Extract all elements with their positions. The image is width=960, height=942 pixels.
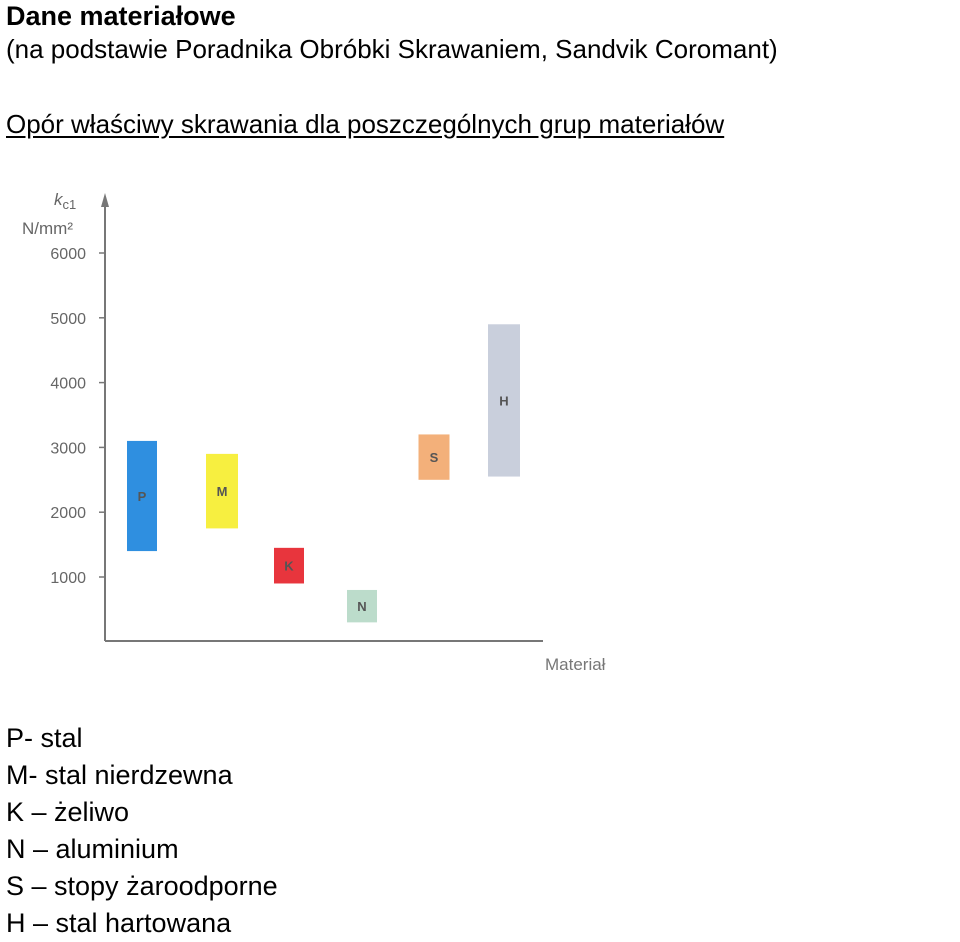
y-axis-label: kc1 (54, 190, 76, 212)
range-bar-label: M (217, 484, 228, 499)
y-axis-arrow (101, 193, 109, 207)
range-bar-h (488, 324, 520, 477)
y-tick-label: 2000 (50, 505, 86, 522)
range-bar-label: K (284, 559, 294, 574)
range-bar-s (418, 434, 450, 480)
range-bar-label: S (430, 450, 439, 465)
legend-item-s: S – stopy żaroodporne (6, 871, 278, 901)
y-tick-label: 5000 (50, 311, 86, 328)
section-heading: Opór właściwy skrawania dla poszczególny… (6, 109, 725, 139)
range-bar-k (274, 547, 304, 584)
range-bar-m (206, 453, 238, 529)
y-tick-label: 1000 (50, 570, 86, 587)
page-title: Dane materiałowe (6, 1, 236, 31)
legend-item-n: N – aluminium (6, 834, 179, 864)
y-tick-label: 6000 (50, 246, 86, 263)
range-bar-n (347, 589, 377, 623)
page-subtitle: (na podstawie Poradnika Obróbki Skrawani… (6, 34, 778, 64)
y-axis-unit: N/mm² (22, 219, 73, 238)
range-bar-label: N (357, 599, 366, 614)
legend-item-h: H – stal hartowana (6, 908, 232, 938)
range-bar-label: P (138, 489, 147, 504)
x-axis-label: Materiał (545, 655, 606, 674)
range-bar-label: H (499, 393, 508, 408)
legend: P- stal M- stal nierdzewna K – żeliwo N … (6, 720, 278, 942)
legend-item-k: K – żeliwo (6, 797, 130, 827)
legend-item-m: M- stal nierdzewna (6, 760, 233, 790)
range-bar-p (127, 440, 157, 552)
legend-item-p: P- stal (6, 723, 83, 753)
kc1-range-chart: 1000 2000 3000 4000 5000 6000 P M K N S H kc1 N/mm²… (22, 190, 606, 674)
y-tick-label: 4000 (50, 376, 86, 393)
y-tick-label: 3000 (50, 440, 86, 457)
